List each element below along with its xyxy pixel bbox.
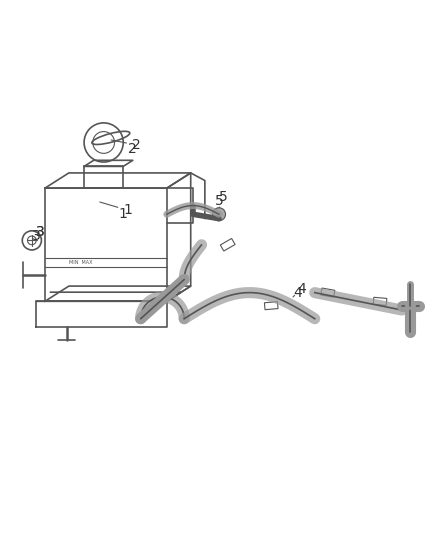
Text: 1: 1 — [119, 207, 128, 221]
Text: MIN  MAX: MIN MAX — [69, 260, 92, 265]
Bar — [321, 288, 335, 297]
Bar — [265, 302, 278, 310]
Bar — [373, 297, 387, 305]
Text: 3: 3 — [36, 225, 45, 239]
Text: 2: 2 — [111, 138, 141, 152]
Text: 4: 4 — [293, 286, 302, 300]
Bar — [220, 238, 235, 251]
Text: 4: 4 — [293, 281, 306, 297]
Text: 5: 5 — [219, 190, 228, 208]
Text: 5: 5 — [215, 194, 223, 208]
Text: 3: 3 — [36, 225, 45, 239]
Text: 1: 1 — [100, 202, 132, 217]
Text: 3: 3 — [32, 229, 41, 243]
Text: 2: 2 — [127, 142, 136, 156]
Circle shape — [212, 208, 226, 221]
